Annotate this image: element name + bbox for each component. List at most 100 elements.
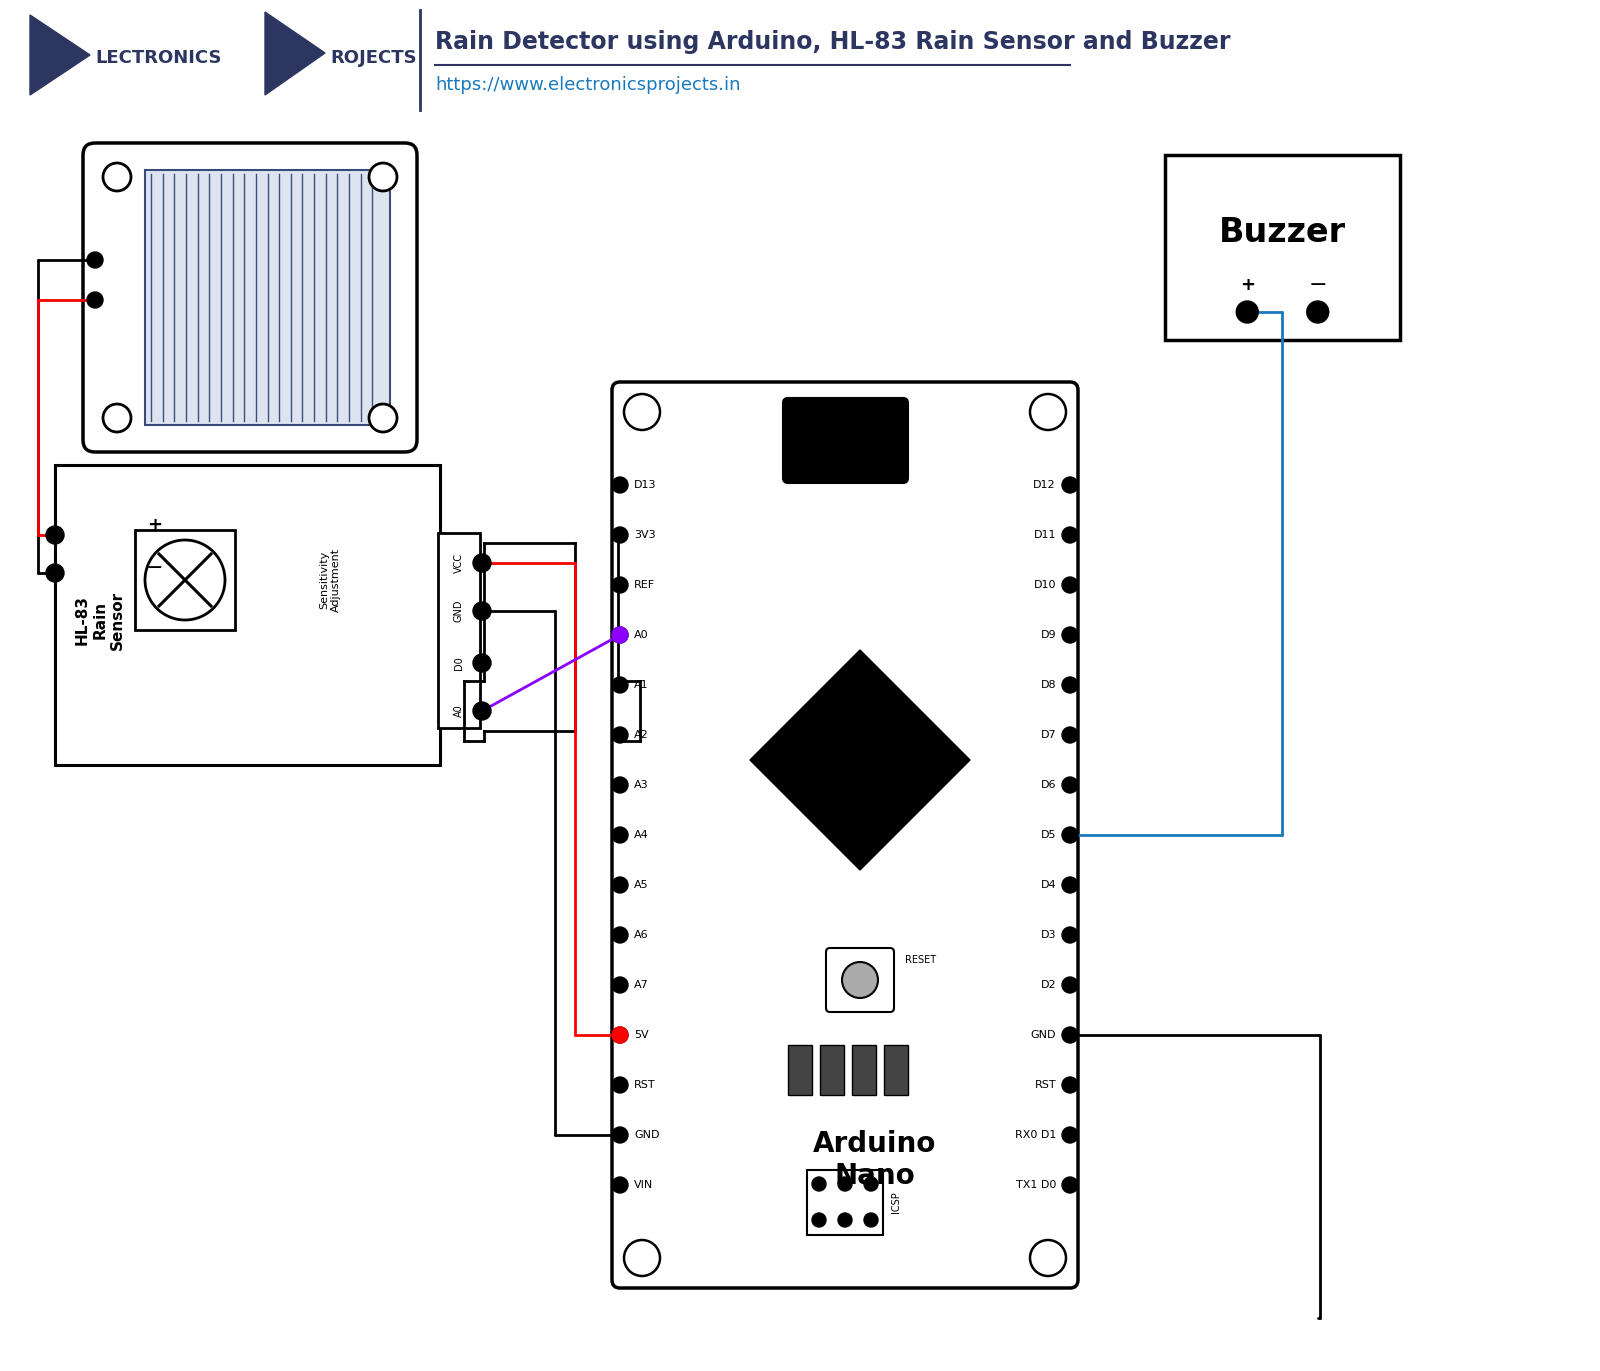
FancyBboxPatch shape (787, 1045, 813, 1095)
Circle shape (1062, 526, 1078, 543)
Text: −: − (146, 558, 163, 579)
Circle shape (46, 526, 64, 544)
Text: A0: A0 (454, 705, 464, 717)
FancyBboxPatch shape (146, 170, 390, 425)
Text: 5V: 5V (634, 1030, 648, 1041)
Text: LECTRONICS: LECTRONICS (94, 49, 221, 67)
Circle shape (102, 404, 131, 432)
Circle shape (611, 1127, 627, 1143)
FancyBboxPatch shape (782, 398, 909, 483)
Text: REF: REF (634, 580, 654, 590)
Circle shape (474, 702, 491, 720)
Circle shape (611, 827, 627, 843)
Text: RST: RST (1034, 1080, 1056, 1090)
Circle shape (1062, 577, 1078, 594)
Text: TX1 D0: TX1 D0 (1016, 1180, 1056, 1190)
Text: Rain Detector using Arduino, HL-83 Rain Sensor and Buzzer: Rain Detector using Arduino, HL-83 Rain … (435, 30, 1230, 53)
Text: D12: D12 (1034, 480, 1056, 489)
FancyBboxPatch shape (54, 465, 440, 765)
Polygon shape (30, 15, 90, 95)
Text: A7: A7 (634, 980, 648, 990)
Circle shape (1062, 1127, 1078, 1143)
Text: A4: A4 (634, 829, 648, 840)
Text: HL-83
Rain
Sensor: HL-83 Rain Sensor (75, 591, 125, 650)
Circle shape (611, 677, 627, 692)
Circle shape (611, 1027, 627, 1043)
Text: D4: D4 (1040, 880, 1056, 890)
Circle shape (474, 554, 491, 572)
Circle shape (474, 602, 491, 620)
Circle shape (611, 1078, 627, 1093)
Circle shape (838, 1176, 851, 1191)
Text: A1: A1 (634, 680, 648, 690)
Circle shape (86, 292, 102, 308)
Text: RST: RST (634, 1080, 656, 1090)
Circle shape (611, 927, 627, 943)
Text: 3V3: 3V3 (634, 531, 656, 540)
Circle shape (1062, 1176, 1078, 1193)
Text: D2: D2 (1040, 980, 1056, 990)
Text: D5: D5 (1040, 829, 1056, 840)
Circle shape (86, 252, 102, 267)
Circle shape (1062, 477, 1078, 494)
Circle shape (611, 978, 627, 993)
Text: A6: A6 (634, 930, 648, 941)
Polygon shape (266, 12, 325, 95)
Circle shape (102, 163, 131, 191)
Text: VCC: VCC (454, 553, 464, 573)
Circle shape (1062, 777, 1078, 792)
Circle shape (1062, 1027, 1078, 1043)
Text: RX0 D1: RX0 D1 (1014, 1130, 1056, 1141)
Text: D10: D10 (1034, 580, 1056, 590)
Circle shape (611, 627, 627, 643)
Circle shape (1062, 1078, 1078, 1093)
Text: D7: D7 (1040, 729, 1056, 740)
Circle shape (611, 877, 627, 893)
Circle shape (46, 563, 64, 583)
Circle shape (611, 477, 627, 494)
Circle shape (370, 404, 397, 432)
Text: D6: D6 (1040, 780, 1056, 790)
Circle shape (838, 1213, 851, 1227)
Circle shape (1062, 677, 1078, 692)
Text: +: + (1240, 276, 1254, 293)
FancyBboxPatch shape (83, 143, 418, 452)
Circle shape (1062, 927, 1078, 943)
Text: RESET: RESET (906, 956, 936, 965)
Text: D9: D9 (1040, 631, 1056, 640)
Circle shape (146, 540, 226, 620)
Text: A3: A3 (634, 780, 648, 790)
Text: A5: A5 (634, 880, 648, 890)
Circle shape (813, 1213, 826, 1227)
Circle shape (813, 1176, 826, 1191)
Circle shape (1062, 727, 1078, 743)
FancyBboxPatch shape (134, 531, 235, 631)
Text: ICSP: ICSP (891, 1191, 901, 1213)
FancyBboxPatch shape (806, 1169, 883, 1235)
Circle shape (864, 1213, 878, 1227)
Text: ROJECTS: ROJECTS (330, 49, 416, 67)
Text: https://www.electronicsprojects.in: https://www.electronicsprojects.in (435, 75, 741, 95)
Circle shape (370, 163, 397, 191)
Circle shape (474, 654, 491, 672)
Text: −: − (1309, 276, 1326, 295)
FancyBboxPatch shape (819, 1045, 845, 1095)
Text: A2: A2 (634, 729, 648, 740)
Circle shape (624, 393, 661, 430)
Text: Sensitivity
Adjustment: Sensitivity Adjustment (320, 548, 341, 611)
Circle shape (864, 1176, 878, 1191)
Text: +: + (147, 515, 163, 533)
Circle shape (611, 526, 627, 543)
Circle shape (611, 1176, 627, 1193)
Text: D0: D0 (454, 657, 464, 670)
Text: A0: A0 (634, 631, 648, 640)
Circle shape (1307, 302, 1328, 324)
Text: VIN: VIN (634, 1180, 653, 1190)
Text: D3: D3 (1040, 930, 1056, 941)
FancyBboxPatch shape (1165, 155, 1400, 340)
Circle shape (1062, 827, 1078, 843)
Circle shape (1030, 393, 1066, 430)
Text: Arduino
Nano: Arduino Nano (813, 1130, 936, 1190)
Text: Buzzer: Buzzer (1219, 215, 1346, 248)
Circle shape (1062, 627, 1078, 643)
